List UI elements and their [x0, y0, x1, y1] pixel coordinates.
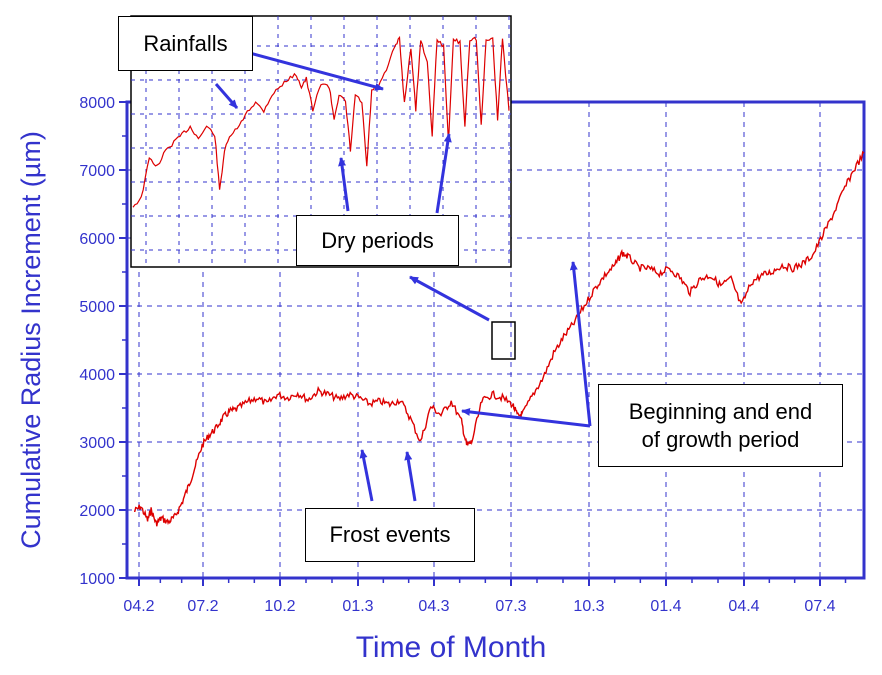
- x-tick-label: 01.3: [342, 598, 373, 615]
- inset-series-line: [132, 35, 510, 208]
- annotation-dry-periods: Dry periods: [296, 215, 459, 266]
- y-tick-label: 4000: [79, 367, 115, 384]
- annotation-rainfalls: Rainfalls: [118, 16, 253, 71]
- y-tick-label: 5000: [79, 299, 115, 316]
- annotation-arrow: [409, 275, 490, 322]
- annotation-arrow: [214, 83, 239, 109]
- y-tick-label: 1000: [79, 571, 115, 588]
- x-tick-label: 01.4: [650, 598, 681, 615]
- x-tick-label: 10.2: [264, 598, 295, 615]
- annotation-arrow: [404, 451, 417, 502]
- annotation-arrow: [338, 157, 350, 212]
- series-line-radius-increment: [133, 150, 865, 527]
- annotation-arrow: [245, 50, 384, 91]
- y-tick-label: 7000: [79, 163, 115, 180]
- annotation-arrow: [461, 407, 591, 428]
- x-tick-label: 04.2: [123, 598, 154, 615]
- annotation-growth-period: Beginning and end of growth period: [598, 384, 843, 467]
- annotation-arrow: [359, 449, 374, 502]
- zoom-box: [491, 321, 516, 360]
- x-tick-label: 10.3: [573, 598, 604, 615]
- x-tick-label: 07.3: [495, 598, 526, 615]
- annotation-frost-events: Frost events: [305, 508, 475, 562]
- y-tick-label: 3000: [79, 435, 115, 452]
- y-tick-label: 8000: [79, 95, 115, 112]
- series-layer: [133, 150, 865, 527]
- y-tick-label: 2000: [79, 503, 115, 520]
- y-axis-label: Cumulative Radius Increment (µm): [16, 131, 46, 549]
- arrow-layer: [214, 50, 592, 502]
- annotation-arrow: [569, 261, 592, 427]
- x-tick-label: 07.4: [804, 598, 835, 615]
- x-tick-label: 04.4: [728, 598, 759, 615]
- y-tick-label: 6000: [79, 231, 115, 248]
- annotation-arrow: [435, 133, 452, 214]
- x-tick-label: 07.2: [187, 598, 218, 615]
- x-axis-label: Time of Month: [356, 631, 547, 664]
- x-tick-label: 04.3: [418, 598, 449, 615]
